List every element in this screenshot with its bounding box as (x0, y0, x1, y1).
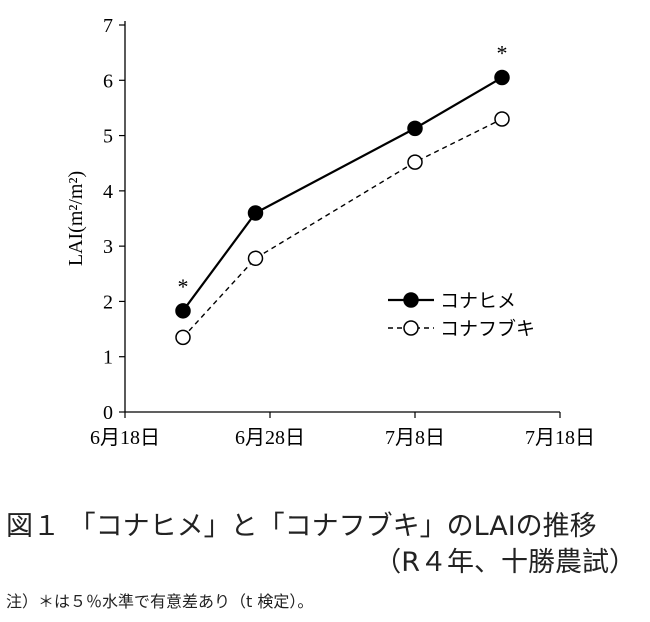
significance-annotation: * (178, 274, 189, 299)
y-tick-label: 0 (103, 402, 113, 424)
legend-label: コナフブキ (440, 317, 535, 340)
figure-footnote: 注）＊は５％水準で有意差あり（t 検定）。 (6, 592, 314, 611)
x-tick-label: 7月8日 (385, 427, 445, 449)
legend-label: コナヒメ (440, 290, 516, 312)
significance-annotation: * (497, 41, 508, 66)
data-point (407, 154, 423, 170)
y-tick-label: 4 (103, 181, 113, 203)
legend-item: コナフブキ (388, 317, 535, 340)
annotations: ** (178, 41, 508, 299)
y-tick-label: 5 (103, 126, 113, 148)
y-tick-label: 6 (103, 70, 113, 92)
data-point (175, 303, 191, 319)
data-point (247, 250, 264, 267)
figure-caption-subtitle: （R４年、十勝農試） (374, 547, 636, 578)
x-tick-label: 7月18日 (525, 427, 595, 449)
x-tick-label: 6月28日 (235, 427, 305, 449)
legend-marker (403, 292, 419, 308)
x-ticks: 6月18日 6月28日 7月8日 7月18日 (90, 412, 595, 449)
data-point (494, 111, 510, 127)
y-axis-label: LAI(m²/m²) (65, 171, 87, 266)
data-point (175, 329, 191, 346)
series-line (182, 118, 503, 338)
series-2 (175, 111, 510, 346)
y-tick-label: 2 (103, 291, 113, 313)
y-tick-label: 1 (103, 347, 113, 369)
series-line (182, 76, 503, 312)
legend-marker (403, 320, 419, 336)
y-ticks: 0 1 2 3 4 5 6 7 (103, 15, 125, 424)
series-group (175, 69, 510, 346)
data-point (407, 120, 423, 137)
data-point (247, 205, 264, 221)
x-tick-label: 6月18日 (90, 427, 160, 449)
y-tick-label: 7 (103, 15, 113, 37)
figure-caption-title: 図１ 「コナヒメ」と「コナフブキ」のLAIの推移 (6, 511, 597, 542)
series-1 (175, 69, 510, 319)
legend-item: コナヒメ (388, 290, 516, 312)
axes (124, 21, 560, 413)
data-point (494, 69, 510, 86)
y-tick-label: 3 (103, 236, 113, 258)
